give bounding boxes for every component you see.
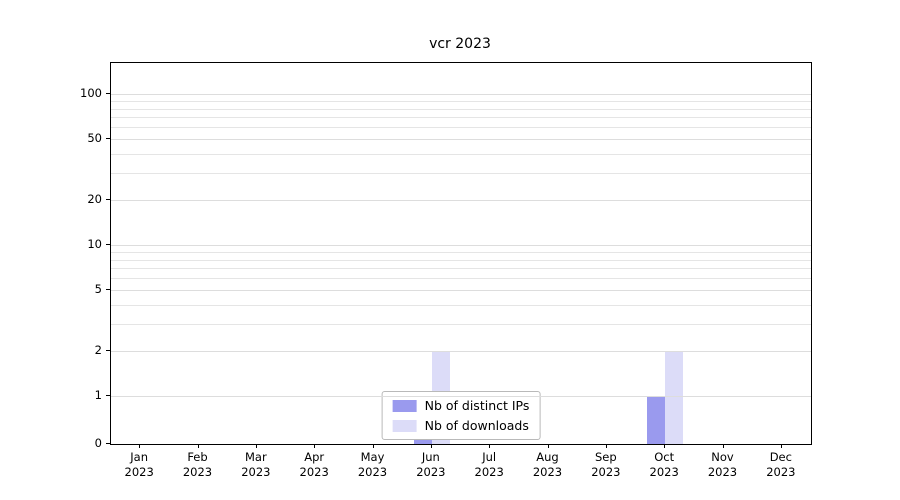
- x-axis-tick-mark: [314, 444, 316, 448]
- x-axis-tick-mark: [664, 444, 666, 448]
- x-axis-tick-label: Nov 2023: [688, 450, 758, 480]
- gridline-minor: [111, 251, 811, 253]
- gridline-minor: [111, 268, 811, 270]
- x-axis-tick-mark: [780, 444, 782, 448]
- y-axis-tick-label: 50: [87, 131, 102, 146]
- x-axis-tick-label: Jan 2023: [104, 450, 174, 480]
- x-axis-tick-mark: [372, 444, 374, 448]
- x-tick-year: 2023: [241, 465, 271, 479]
- gridline-minor: [111, 127, 811, 129]
- gridline-major: [111, 94, 811, 95]
- x-tick-month: Jun: [421, 450, 440, 464]
- bar-downloads: [665, 350, 684, 444]
- x-axis-tick-mark: [489, 444, 491, 448]
- gridline-minor: [111, 154, 811, 156]
- x-tick-month: Jul: [482, 450, 497, 464]
- x-tick-year: 2023: [649, 465, 679, 479]
- gridline-major: [111, 396, 811, 397]
- x-tick-year: 2023: [416, 465, 446, 479]
- y-axis-tick-mark: [106, 198, 110, 200]
- x-tick-month: Jan: [130, 450, 149, 464]
- x-tick-year: 2023: [474, 465, 504, 479]
- x-tick-year: 2023: [707, 465, 738, 479]
- legend-swatch-distinct-ips: [392, 399, 417, 412]
- x-tick-month: Oct: [654, 450, 675, 464]
- legend-label-distinct-ips: Nb of distinct IPs: [424, 398, 530, 413]
- y-axis-tick-mark: [106, 349, 110, 351]
- y-axis-tick-label: 10: [87, 237, 102, 251]
- x-axis-tick-label: Sep 2023: [571, 450, 641, 480]
- gridline-minor: [111, 117, 811, 119]
- x-axis-tick-label: Dec 2023: [746, 450, 816, 480]
- chart-title: vcr 2023: [429, 36, 491, 52]
- x-tick-year: 2023: [591, 465, 621, 479]
- gridline-minor: [111, 259, 811, 261]
- y-axis-tick-mark: [106, 138, 110, 140]
- gridline-minor: [111, 100, 811, 102]
- x-tick-month: Sep: [594, 450, 617, 464]
- x-axis-tick-mark: [430, 444, 432, 448]
- legend-item-distinct-ips: Nb of distinct IPs: [392, 398, 530, 413]
- x-axis-tick-mark: [605, 444, 607, 448]
- gridline-minor: [111, 305, 811, 307]
- x-axis-tick-label: Feb 2023: [163, 450, 233, 480]
- x-tick-month: Apr: [304, 450, 325, 464]
- y-axis-tick-label: 5: [94, 282, 102, 297]
- x-axis-tick-mark: [255, 444, 257, 448]
- y-axis-tick-label: 0: [94, 436, 102, 450]
- x-axis-tick-label: Aug 2023: [513, 450, 583, 480]
- gridline-major: [111, 245, 811, 246]
- y-axis-tick-label: 20: [87, 191, 102, 206]
- y-axis-tick-mark: [106, 395, 110, 396]
- legend-item-downloads: Nb of downloads: [392, 418, 530, 433]
- x-tick-month: Nov: [711, 450, 734, 464]
- y-axis-tick-mark: [106, 443, 110, 444]
- legend-label-downloads: Nb of downloads: [424, 418, 529, 433]
- x-axis-tick-mark: [139, 444, 141, 448]
- gridline-minor: [111, 108, 811, 110]
- x-tick-year: 2023: [299, 465, 329, 479]
- x-tick-month: Mar: [244, 450, 267, 464]
- gridline-minor: [111, 172, 811, 174]
- gridline-major: [111, 290, 811, 292]
- x-tick-year: 2023: [766, 465, 796, 479]
- y-axis-tick-mark: [106, 289, 110, 291]
- gridline-minor: [111, 323, 811, 325]
- gridline-major: [111, 199, 811, 201]
- plot-area: Nb of distinct IPs Nb of downloads: [110, 62, 812, 445]
- bar-distinct-ips: [647, 396, 666, 444]
- gridline-major: [111, 350, 811, 352]
- x-tick-month: Aug: [536, 450, 559, 464]
- x-axis-tick-mark: [197, 444, 199, 448]
- x-axis-tick-label: May 2023: [338, 450, 408, 480]
- x-axis-tick-label: Oct 2023: [629, 450, 699, 480]
- x-tick-month: Dec: [769, 450, 792, 464]
- legend: Nb of distinct IPs Nb of downloads: [381, 391, 541, 440]
- y-axis-tick-label: 100: [80, 86, 102, 100]
- x-tick-month: Feb: [187, 450, 208, 464]
- y-axis-tick-mark: [106, 93, 110, 94]
- y-axis-tick-mark: [106, 244, 110, 245]
- y-axis-tick-label: 1: [94, 388, 102, 402]
- gridline-major: [111, 139, 811, 141]
- x-axis-tick-label: Apr 2023: [279, 450, 349, 480]
- x-axis-tick-label: Mar 2023: [221, 450, 291, 480]
- x-axis-tick-label: Jul 2023: [454, 450, 524, 480]
- x-tick-year: 2023: [357, 465, 388, 479]
- x-tick-year: 2023: [532, 465, 563, 479]
- gridline-minor: [111, 278, 811, 280]
- x-tick-year: 2023: [182, 465, 213, 479]
- legend-swatch-downloads: [392, 419, 417, 432]
- x-axis-tick-mark: [722, 444, 724, 448]
- x-tick-month: May: [360, 450, 385, 464]
- y-axis-tick-label: 2: [94, 342, 102, 357]
- x-axis-tick-label: Jun 2023: [396, 450, 466, 480]
- x-axis-tick-mark: [547, 444, 549, 448]
- x-tick-year: 2023: [124, 465, 154, 479]
